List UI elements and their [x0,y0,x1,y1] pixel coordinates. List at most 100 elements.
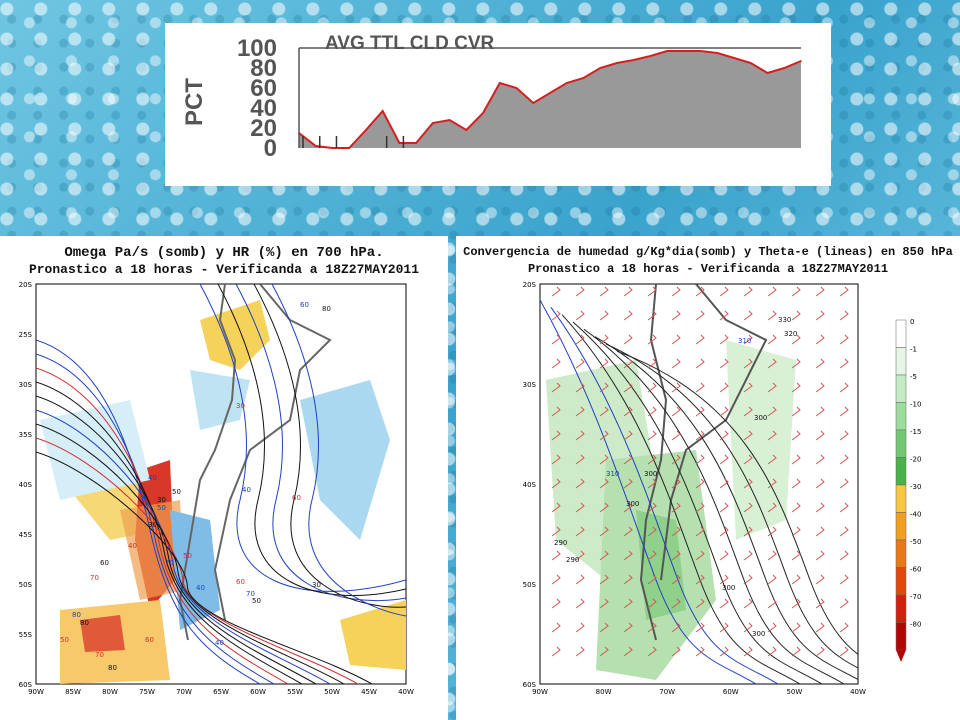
wind-barb [599,526,609,537]
colorbar-swatch [895,347,907,376]
contour-value: 330 [778,316,791,324]
wind-barb [647,334,657,345]
wind-barb [815,406,825,417]
wind-barb [719,406,729,417]
wind-barb [743,574,753,585]
wind-barb [743,310,753,321]
wind-barb [791,646,801,657]
wind-barb [839,358,849,369]
contour-value: 80 [322,305,331,313]
contour-line [271,284,406,617]
wind-barb [743,598,753,609]
wind-barb [575,526,585,537]
data-point [599,67,601,69]
contour-value: 80 [108,664,117,672]
wind-barb [671,502,681,513]
wind-barb [791,430,801,441]
wind-barb [839,310,849,321]
contour-line [199,284,406,592]
wind-barb [815,526,825,537]
wind-barb [599,478,609,489]
lon-label: 75W [139,688,155,696]
data-point [733,57,735,59]
data-point [532,102,535,104]
contour-value: 30 [148,521,157,529]
wind-barb [623,598,633,609]
wind-barb [695,286,705,297]
wind-barb [599,334,609,345]
colorbar-swatch [895,484,907,513]
wind-barb [551,526,561,537]
lon-label: 40W [398,688,414,696]
data-point [649,55,652,57]
contour-value: 70 [95,651,104,659]
wind-barb [575,310,585,321]
area-fill [299,51,801,148]
wind-barb [695,310,705,321]
wind-barb [767,430,777,441]
contour-line [36,451,373,684]
lon-label: 70W [659,688,675,696]
contour-line [235,284,406,602]
wind-barb [671,358,681,369]
lat-label: 35S [19,431,33,439]
data-point [549,92,551,94]
y-tick-label: 20 [250,115,277,142]
colorbar-swatch [895,429,907,458]
wind-barb [647,526,657,537]
wind-barb [671,622,681,633]
wind-barb [767,406,777,417]
colorbar-label: -1 [910,346,917,354]
y-axis-label: PCT [181,78,208,126]
contour-line [594,336,858,681]
wind-barb [671,478,681,489]
data-point [766,72,769,74]
wind-barb [623,382,633,393]
wind-barb [719,622,729,633]
colorbar-label: -50 [910,538,921,546]
wind-barb [743,502,753,513]
wind-barb [551,550,561,561]
data-point [699,50,702,52]
contour-value-labels: 330 320 310 300 310 300 290 290 300 300 300 [554,316,797,638]
wind-barb [743,286,753,297]
wind-barb [767,310,777,321]
wind-barb [599,502,609,513]
lon-label: 50W [786,688,802,696]
wind-barb [647,358,657,369]
wind-barb [839,574,849,585]
contour-value: 40 [196,584,205,592]
data-point [750,62,752,64]
wind-barb [839,622,849,633]
data-point [800,60,802,62]
wind-barb [839,598,849,609]
wind-barb [551,502,561,513]
contour-value: 310 [738,337,751,345]
wind-barb [623,550,633,561]
lon-label: 60W [250,688,266,696]
contour-value: 320 [784,330,797,338]
contour-value: 60 [300,301,309,309]
lon-label: 60W [723,688,739,696]
wind-barb [767,478,777,489]
wind-barb [647,310,657,321]
wind-barb [623,646,633,657]
contour-value: 80 [80,619,89,627]
contour-value: 50 [172,488,181,496]
contour-line [36,367,289,684]
data-point [348,147,350,149]
wind-barb [599,358,609,369]
data-point [565,82,568,84]
wind-barb [815,646,825,657]
contour-value: 300 [644,470,657,478]
wind-barb [815,502,825,513]
wind-barb [575,334,585,345]
wind-barb [719,646,729,657]
contour-line [36,409,331,684]
shading-yellow-d [340,600,406,670]
contour-value: 50 [252,597,261,605]
wind-barb [791,310,801,321]
wind-barb [551,478,561,489]
wind-barb [695,526,705,537]
